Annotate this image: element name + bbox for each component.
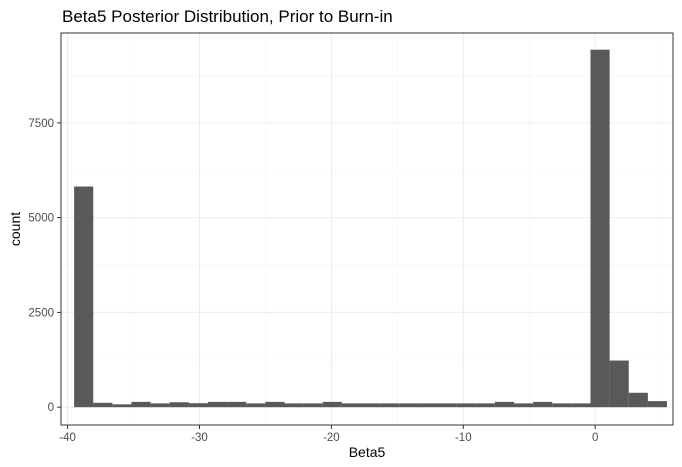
histogram-bar <box>456 403 476 408</box>
histogram-bar <box>227 401 247 408</box>
x-tick-label: -30 <box>191 432 208 444</box>
histogram-bars <box>74 49 667 408</box>
y-tick-label: 2500 <box>28 307 54 319</box>
histogram-bar <box>647 401 667 408</box>
histogram-bar <box>265 401 285 408</box>
grid-lines <box>61 33 673 425</box>
y-tick-label: 5000 <box>28 213 54 225</box>
histogram-bar <box>360 403 381 408</box>
y-tick-label: 0 <box>48 402 54 414</box>
histogram-bar <box>74 186 94 408</box>
chart-title: Beta5 Posterior Distribution, Prior to B… <box>62 7 393 26</box>
histogram-bar <box>112 404 132 408</box>
histogram-bar <box>437 403 457 408</box>
x-tick-label: -40 <box>59 432 76 444</box>
x-axis: -40 -30 -20 -10 0 <box>59 425 598 444</box>
histogram-bar <box>169 402 189 408</box>
histogram-bar <box>418 403 438 408</box>
x-tick-label: -20 <box>323 432 340 444</box>
histogram-bar <box>609 360 629 408</box>
histogram-bar <box>475 403 495 408</box>
histogram-bar <box>552 403 572 408</box>
histogram-bar <box>303 403 323 408</box>
histogram-bar <box>246 403 266 408</box>
x-axis-title: Beta5 <box>349 444 386 460</box>
panel-border <box>60 32 674 426</box>
y-axis: 0 2500 5000 7500 <box>28 118 61 414</box>
histogram-bar <box>380 403 400 408</box>
histogram-bar <box>494 401 514 408</box>
histogram-bar <box>284 403 304 408</box>
histogram-bar <box>533 401 553 408</box>
histogram-bar <box>628 392 648 408</box>
histogram-bar <box>131 401 151 408</box>
histogram-bar <box>571 403 591 408</box>
x-tick-label: -10 <box>455 432 472 444</box>
histogram-bar <box>341 403 361 408</box>
histogram-bar <box>322 401 342 408</box>
histogram-bar <box>513 403 534 408</box>
histogram-bar <box>150 403 170 408</box>
histogram-bar <box>399 403 419 408</box>
histogram-bar <box>188 403 208 408</box>
histogram-bar <box>590 49 610 408</box>
histogram-bar <box>93 402 113 408</box>
x-tick-label: 0 <box>592 432 598 444</box>
histogram-bar <box>207 401 228 408</box>
y-axis-title: count <box>7 212 23 246</box>
y-tick-label: 7500 <box>28 118 54 130</box>
